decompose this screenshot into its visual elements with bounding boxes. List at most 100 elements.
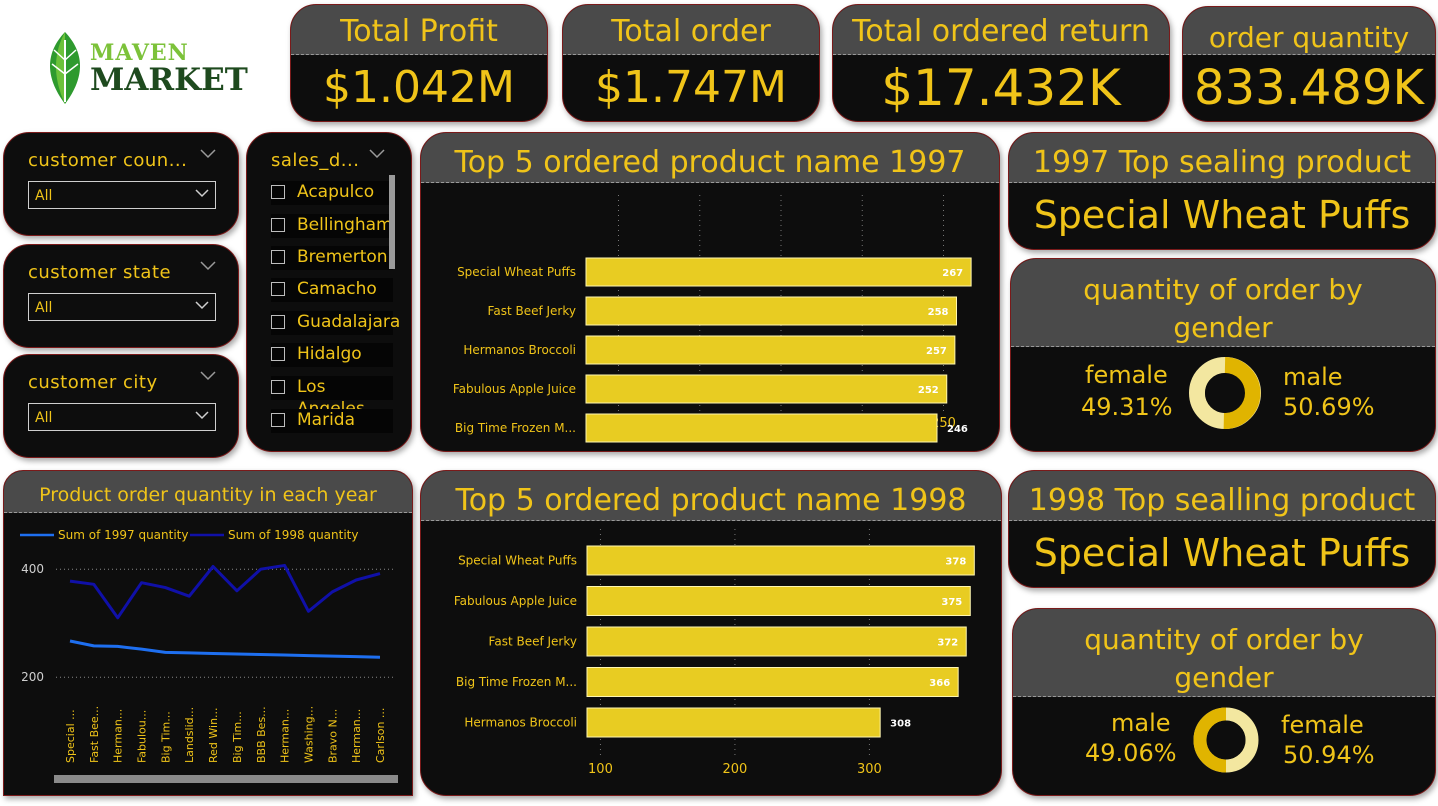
card-title-line2: gender bbox=[1174, 661, 1274, 694]
right-label: male bbox=[1283, 363, 1343, 391]
dropdown-value: All bbox=[35, 188, 53, 204]
data-label: 378 bbox=[945, 557, 966, 568]
gender-1997-card: quantity of order by gender female 49.31… bbox=[1010, 258, 1436, 452]
data-label: 375 bbox=[941, 597, 962, 608]
card-title: quantity of order by gender bbox=[1013, 609, 1435, 697]
dropdown-value: All bbox=[35, 300, 53, 316]
bar bbox=[586, 667, 959, 697]
card-title: 1997 Top sealing product bbox=[1009, 133, 1435, 183]
top-product-value: Special Wheat Puffs bbox=[1033, 193, 1411, 237]
line-chart: 200 400 Sum of 1997 quantity Sum of 1998 qu… bbox=[20, 528, 396, 763]
x-tick-label: Herman... bbox=[350, 709, 363, 763]
list-item[interactable]: Los Angeles bbox=[271, 376, 393, 419]
list-item[interactable]: Marida bbox=[271, 409, 393, 433]
checkbox[interactable] bbox=[271, 282, 285, 296]
left-pct: 49.31% bbox=[1081, 393, 1173, 421]
list-item[interactable]: Acapulco bbox=[271, 181, 393, 205]
checkbox[interactable] bbox=[271, 315, 285, 329]
category-label: Special Wheat Puffs bbox=[457, 265, 576, 279]
bar bbox=[586, 626, 967, 657]
state-dropdown[interactable]: All bbox=[28, 293, 216, 321]
top5-1998-chart-card: Top 5 ordered product name 1998 100 200 30… bbox=[420, 470, 1002, 796]
chevron-down-icon[interactable] bbox=[200, 371, 216, 381]
x-tick-label: Big Tim... bbox=[159, 711, 172, 763]
bar bbox=[586, 586, 971, 616]
checkbox[interactable] bbox=[271, 250, 285, 264]
x-tick-label: 200 bbox=[723, 762, 748, 777]
category-label: Special Wheat Puffs bbox=[458, 554, 577, 568]
left-label: male bbox=[1111, 709, 1171, 737]
data-label: 246 bbox=[947, 424, 968, 435]
chevron-down-icon bbox=[195, 301, 209, 310]
x-tick-label: BBB Bes... bbox=[255, 706, 268, 763]
data-label: 308 bbox=[890, 719, 911, 730]
kpi-value: $1.042M bbox=[323, 62, 515, 113]
bar bbox=[585, 257, 972, 287]
data-label: 267 bbox=[942, 268, 963, 279]
category-label: Fast Beef Jerky bbox=[489, 635, 577, 649]
x-tick-label: Herman... bbox=[112, 709, 125, 763]
slicer-title: customer coun... bbox=[28, 150, 188, 171]
logo-line2: MARKET bbox=[90, 62, 248, 98]
series-line bbox=[69, 639, 381, 659]
donut-chart-1997 bbox=[1189, 357, 1261, 430]
x-tick-label: Herman... bbox=[279, 709, 292, 763]
list-item[interactable]: Guadalajara bbox=[271, 311, 400, 335]
chevron-down-icon[interactable] bbox=[200, 261, 216, 271]
top5-1997-chart-card: Top 5 ordered product name 1997 50100150… bbox=[420, 132, 1000, 452]
kpi-value: 833.489K bbox=[1194, 60, 1424, 116]
horizontal-scrollbar[interactable] bbox=[54, 775, 398, 783]
checkbox[interactable] bbox=[271, 218, 285, 232]
gender-1998-card: quantity of order by gender male 49.06% … bbox=[1012, 608, 1436, 796]
right-pct: 50.94% bbox=[1283, 741, 1375, 769]
x-tick-label: Fabulou... bbox=[136, 710, 149, 763]
logo-line1: MAVEN bbox=[90, 40, 189, 66]
kpi-order-quantity: order quantity 833.489K bbox=[1182, 6, 1436, 122]
kpi-title: Total Profit bbox=[291, 5, 547, 55]
data-label: 372 bbox=[937, 638, 958, 649]
x-tick-label: Big Tim... bbox=[231, 711, 244, 763]
category-label: Fabulous Apple Juice bbox=[454, 594, 577, 608]
kpi-total-order: Total order $1.747M bbox=[562, 4, 820, 122]
card-title-line2: gender bbox=[1173, 311, 1273, 344]
checkbox[interactable] bbox=[271, 380, 285, 394]
kpi-total-return: Total ordered return $17.432K bbox=[832, 4, 1170, 122]
data-label: 258 bbox=[928, 307, 949, 318]
bar bbox=[585, 374, 948, 404]
chevron-down-icon[interactable] bbox=[200, 149, 216, 159]
bar bbox=[585, 296, 957, 326]
kpi-value: $1.747M bbox=[595, 62, 787, 113]
scrollbar[interactable] bbox=[389, 175, 395, 269]
kpi-title: Total ordered return bbox=[833, 5, 1169, 55]
slicer-title: sales_d... bbox=[271, 150, 360, 171]
list-item[interactable]: Camacho bbox=[271, 278, 393, 302]
card-title-line1: quantity of order by bbox=[1083, 273, 1363, 306]
left-label: female bbox=[1085, 361, 1168, 389]
list-item[interactable]: Bellingham bbox=[271, 214, 393, 238]
checkbox[interactable] bbox=[271, 347, 285, 361]
chevron-down-icon bbox=[195, 189, 209, 198]
right-pct: 50.69% bbox=[1283, 393, 1375, 421]
chevron-down-icon[interactable] bbox=[369, 149, 385, 159]
leaf-icon bbox=[49, 32, 81, 104]
checkbox[interactable] bbox=[271, 185, 285, 199]
city-dropdown[interactable]: All bbox=[28, 403, 216, 431]
list-item[interactable]: Bremerton bbox=[271, 246, 393, 270]
legend-label: Sum of 1998 quantity bbox=[228, 528, 359, 542]
series-line bbox=[69, 563, 381, 620]
country-dropdown[interactable]: All bbox=[28, 181, 216, 209]
donut-chart-1998 bbox=[1193, 707, 1259, 773]
right-label: female bbox=[1281, 711, 1364, 739]
category-label: Fast Beef Jerky bbox=[488, 304, 576, 318]
slicer-customer-city: customer city All bbox=[3, 354, 239, 458]
x-tick-label: 300 bbox=[857, 762, 882, 777]
slicer-title: customer city bbox=[28, 372, 158, 393]
category-label: Big Time Frozen M... bbox=[456, 675, 577, 689]
bar-chart-1997: 50100150200250Special Wheat Puffs267Fast… bbox=[453, 195, 972, 443]
checkbox[interactable] bbox=[271, 413, 285, 427]
chart-title: Product order quantity in each year bbox=[4, 471, 412, 513]
list-item[interactable]: Hidalgo bbox=[271, 343, 393, 367]
chart-title: Top 5 ordered product name 1998 bbox=[421, 471, 1001, 521]
y-tick-label: 400 bbox=[21, 562, 44, 576]
slicer-title: customer state bbox=[28, 262, 172, 283]
